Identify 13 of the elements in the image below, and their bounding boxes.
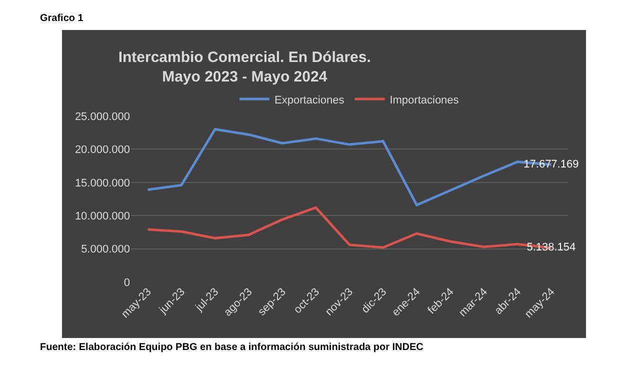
- legend-label: Exportaciones: [274, 94, 345, 106]
- y-tick-label: 20.000.000: [74, 144, 130, 156]
- data-label: 5.138.154: [526, 242, 576, 254]
- y-tick-label: 10.000.000: [74, 210, 130, 222]
- y-tick-label: 5.000.000: [81, 244, 130, 256]
- source-note: Fuente: Elaboración Equipo PBG en base a información suministrada por INDEC: [40, 342, 424, 353]
- y-tick-label: 25.000.000: [74, 110, 130, 123]
- data-label: 17.677.169: [524, 158, 579, 170]
- chart-title: Intercambio Comercial. En Dólares. Mayo 2023 - Mayo 2024: [118, 49, 371, 86]
- y-tick-label: 15.000.000: [74, 177, 130, 190]
- legend-label: Importaciones: [390, 94, 460, 106]
- text: Grafico 1: [40, 13, 84, 24]
- y-tick-label: 0: [124, 276, 130, 289]
